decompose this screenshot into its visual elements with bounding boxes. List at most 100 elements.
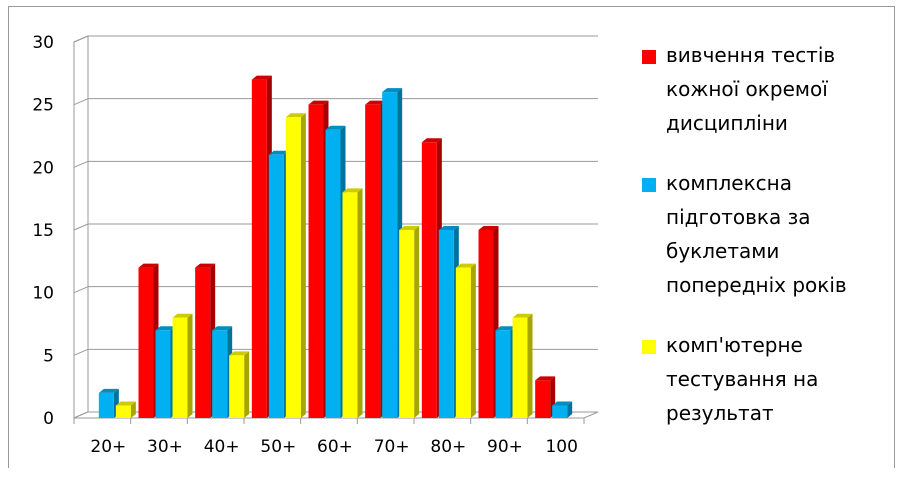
bar-top — [138, 263, 159, 268]
bar — [98, 392, 114, 418]
legend-label-line: комп'ютерне — [666, 333, 803, 357]
bar — [535, 380, 551, 418]
bar — [195, 267, 211, 418]
legend-label-line: буклетами — [666, 239, 780, 263]
x-tick-label: 80+ — [430, 437, 466, 457]
legend-label-line: дисципліни — [666, 111, 788, 135]
bar-top — [421, 138, 442, 143]
bar — [399, 230, 415, 418]
bar-top — [325, 125, 346, 130]
bar — [455, 267, 471, 418]
bar-top — [172, 313, 193, 318]
y-tick-label: 20 — [32, 158, 54, 178]
bar-top — [195, 263, 216, 268]
bar-side — [567, 401, 573, 418]
bar — [325, 129, 341, 418]
y-tick-label: 25 — [32, 96, 54, 116]
legend: вивчення тестів кожної окремої дисциплін… — [642, 38, 892, 430]
gridline-depth — [73, 35, 89, 43]
y-tick-label: 30 — [32, 33, 54, 53]
bar — [285, 117, 301, 418]
bar-side — [414, 226, 420, 418]
x-tick-label: 50+ — [260, 437, 296, 457]
frame-border-top — [8, 6, 894, 7]
bar-side — [187, 313, 193, 418]
x-tick-label: 30+ — [147, 437, 183, 457]
legend-label-line: підготовка за — [666, 205, 811, 229]
bar-top — [251, 75, 272, 80]
bar — [212, 330, 228, 418]
bar — [438, 230, 454, 418]
bar — [229, 355, 245, 418]
bar — [342, 192, 358, 418]
bar — [365, 104, 381, 419]
legend-label-line: тестування на — [666, 367, 819, 391]
legend-swatch-series-3 — [642, 340, 656, 354]
bar-top — [438, 226, 459, 230]
bar-top — [342, 188, 363, 193]
x-tick-label: 70+ — [374, 437, 410, 457]
x-tick-label: 20+ — [90, 437, 126, 457]
y-tick-label: 5 — [43, 346, 54, 366]
bar — [138, 267, 154, 418]
bar-side — [527, 313, 533, 418]
bar-top — [212, 326, 233, 331]
bar — [308, 104, 324, 419]
frame-border-left — [8, 6, 9, 468]
legend-label-line: попередніх років — [666, 273, 847, 297]
bar-top — [455, 263, 476, 268]
bar — [172, 317, 188, 418]
bar-top — [535, 376, 556, 381]
gridline-depth — [73, 223, 89, 231]
legend-swatch-series-1 — [642, 50, 656, 64]
x-tick-label: 100 — [545, 437, 577, 457]
bar — [155, 330, 171, 418]
gridline-depth — [73, 286, 89, 294]
bar-top — [399, 226, 420, 230]
bar-top — [382, 88, 403, 93]
legend-item-series-3: комп'ютерне тестування на результат — [642, 328, 892, 430]
bar — [552, 405, 568, 418]
bar-top — [268, 150, 289, 155]
bar-top — [308, 100, 329, 105]
legend-label-line: кожної окремої — [666, 77, 828, 101]
x-tick-label: 60+ — [317, 437, 353, 457]
bar-top — [478, 226, 499, 230]
legend-label-line: результат — [666, 401, 774, 425]
bar-chart: 0 5 10 15 20 25 30 20+ 30+ 40+ 50+ 60+ 70+ 80+ 90+ 100 — [32, 33, 599, 457]
legend-label-line: вивчення тестів — [666, 43, 836, 67]
bar-side — [244, 351, 250, 418]
y-tick-label: 0 — [43, 409, 54, 429]
bar — [268, 154, 284, 419]
bar-top — [365, 100, 386, 105]
legend-item-series-2: комплексна підготовка за буклетами попер… — [642, 166, 892, 302]
y-tick-label: 15 — [32, 221, 54, 241]
bar-side — [357, 188, 363, 418]
bar-top — [552, 401, 573, 406]
bar-top — [512, 313, 533, 318]
bar-top — [98, 388, 119, 393]
gridline-depth — [73, 98, 89, 106]
gridline-depth — [73, 160, 89, 168]
bar-top — [115, 401, 136, 406]
legend-swatch-series-2 — [642, 178, 656, 192]
bar — [115, 405, 131, 418]
bar-top — [285, 113, 306, 118]
bar — [251, 79, 267, 418]
legend-item-series-1: вивчення тестів кожної окремої дисциплін… — [642, 38, 892, 140]
bar-side — [300, 113, 306, 418]
x-tick-label: 40+ — [204, 437, 240, 457]
bar-top — [155, 326, 176, 331]
gridline-depth — [73, 348, 89, 356]
bar — [512, 317, 528, 418]
bar-side — [130, 401, 136, 418]
legend-label-line: комплексна — [666, 171, 792, 195]
bar-top — [495, 326, 516, 331]
bar — [382, 92, 398, 418]
frame-border-right — [894, 6, 895, 468]
bar — [421, 142, 437, 418]
bar-top — [229, 351, 250, 356]
bar — [478, 230, 494, 418]
bar-side — [470, 263, 476, 418]
